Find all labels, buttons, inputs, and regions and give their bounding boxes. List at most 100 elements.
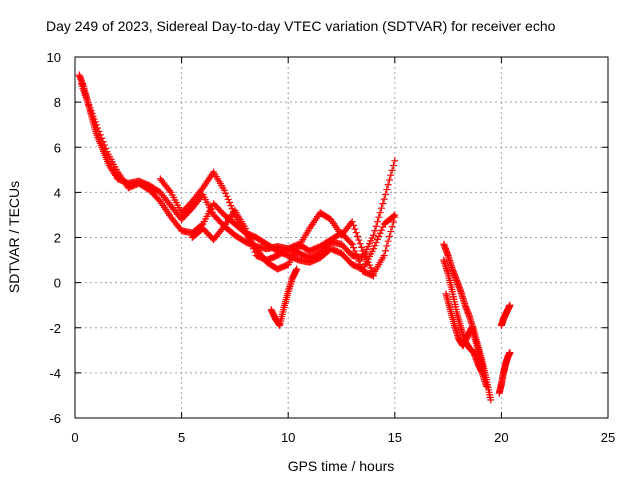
y-tick-label: 10 [47, 50, 61, 65]
chart-title: Day 249 of 2023, Sidereal Day-to-day VTE… [46, 18, 556, 34]
data-point [391, 213, 399, 221]
x-tick-label: 25 [601, 430, 615, 445]
data-point [351, 225, 359, 233]
data-point [250, 245, 258, 253]
data-point [219, 224, 227, 232]
data-point [379, 200, 387, 208]
y-tick-label: -6 [49, 411, 61, 426]
data-point [224, 195, 232, 203]
data-point [223, 192, 231, 200]
data-point [227, 202, 235, 210]
data-point [226, 199, 234, 207]
data-point [355, 236, 363, 244]
data-point [222, 189, 230, 197]
data-point [220, 186, 228, 194]
data-point [369, 231, 377, 239]
data-point [376, 229, 384, 237]
y-axis-label: SDTVAR / TECUs [6, 181, 22, 293]
y-tick-label: 6 [54, 140, 61, 155]
data-point [381, 190, 389, 198]
data-point [482, 382, 490, 390]
data-point [375, 213, 383, 221]
data-point [98, 134, 106, 142]
data-point [348, 218, 356, 226]
data-point [198, 186, 206, 194]
data-point [383, 242, 391, 250]
data-point [389, 212, 397, 220]
data-point [357, 264, 365, 272]
data-point [95, 127, 103, 135]
series-track-g [440, 256, 490, 390]
data-point [293, 265, 301, 273]
series-track-j [497, 301, 514, 329]
data-point [349, 221, 357, 229]
data-point [385, 176, 393, 184]
data-point [380, 252, 388, 260]
series-track-e [267, 265, 301, 329]
data-point [373, 218, 381, 226]
x-tick-label: 5 [178, 430, 185, 445]
data-point [92, 121, 100, 129]
data-point [248, 241, 256, 249]
data-point [388, 223, 396, 231]
data-point [357, 243, 365, 251]
data-point [347, 239, 355, 247]
tick-layer: 0 5 10 15 20 25 -6 -4 -2 0 2 4 6 8 10 [47, 50, 616, 445]
data-point [349, 244, 357, 252]
series-track-i [495, 349, 514, 397]
data-point [506, 301, 514, 309]
data-point [379, 223, 387, 231]
data-point [166, 187, 174, 195]
data-point [243, 228, 251, 236]
data-point [355, 257, 363, 265]
data-point [384, 237, 392, 245]
data-point [251, 248, 259, 256]
series-track-d [188, 206, 377, 280]
data-point [371, 227, 379, 235]
data-point [506, 349, 514, 357]
data-point [99, 138, 107, 146]
series-layer [75, 71, 514, 404]
data-point [369, 272, 377, 280]
data-point [353, 254, 361, 262]
x-axis-label: GPS time / hours [288, 458, 395, 474]
data-point [376, 209, 384, 217]
data-point [389, 162, 397, 170]
y-tick-label: -2 [49, 321, 61, 336]
y-tick-label: 0 [54, 276, 61, 291]
data-point [372, 239, 380, 247]
data-point [383, 186, 391, 194]
series-track-h [442, 290, 488, 377]
series-track-f [440, 240, 495, 404]
data-point [352, 229, 360, 237]
data-point [356, 261, 364, 269]
x-tick-label: 10 [281, 430, 295, 445]
data-point [244, 231, 252, 239]
data-point [487, 396, 495, 404]
y-tick-label: 4 [54, 185, 61, 200]
data-point [100, 141, 108, 149]
x-tick-label: 20 [494, 430, 508, 445]
data-point [480, 369, 488, 377]
data-point [391, 157, 399, 165]
data-point [369, 245, 377, 253]
data-point [373, 235, 381, 243]
data-point [377, 226, 385, 234]
data-point [242, 224, 250, 232]
data-point [381, 247, 389, 255]
data-point [353, 232, 361, 240]
data-point [384, 181, 392, 189]
data-point [385, 232, 393, 240]
data-point [348, 240, 356, 248]
x-tick-label: 0 [71, 430, 78, 445]
y-tick-label: -4 [49, 366, 61, 381]
data-point [371, 242, 379, 250]
data-point [387, 228, 395, 236]
y-tick-label: 8 [54, 95, 61, 110]
y-tick-label: 2 [54, 231, 61, 246]
data-point [94, 124, 102, 132]
data-point [372, 222, 380, 230]
